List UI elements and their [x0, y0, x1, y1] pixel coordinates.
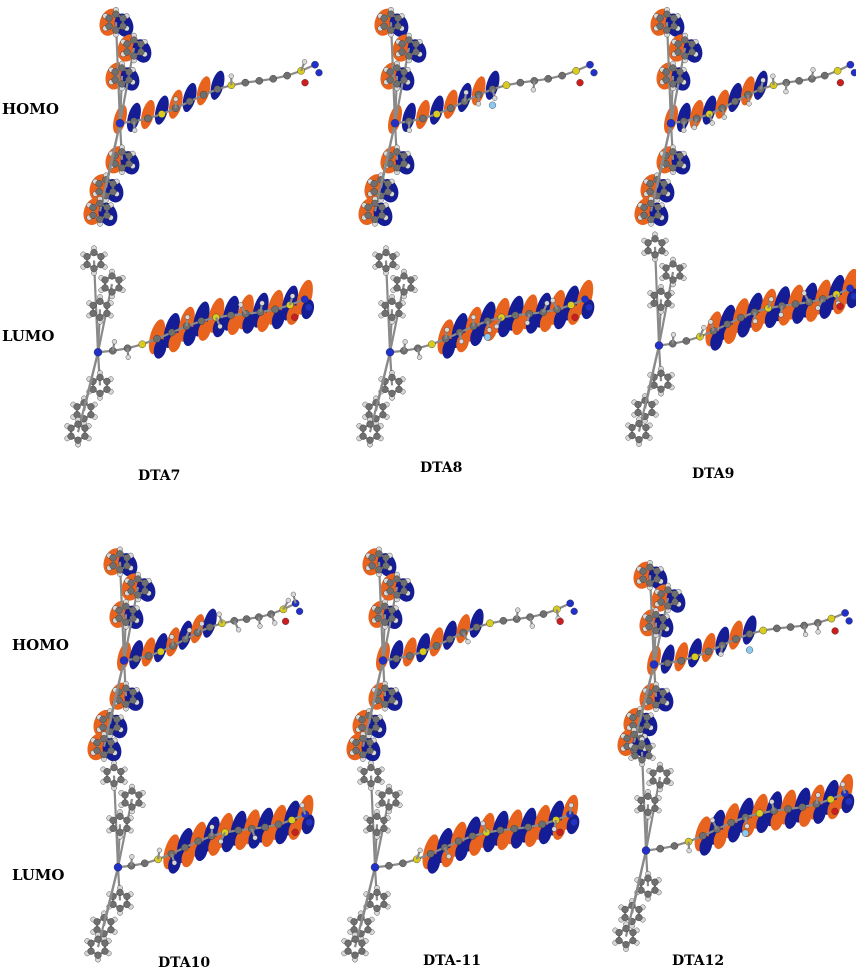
molecule-label-dta7: DTA7 — [138, 468, 180, 484]
dta11-lumo-orbital — [325, 760, 575, 955]
dta12-homo-orbital — [605, 560, 850, 750]
molecule-label-dta11: DTA-11 — [423, 953, 481, 969]
dta7-homo-orbital — [70, 5, 320, 220]
lumo-label-bottom: LUMO — [12, 866, 64, 884]
molecule-label-dta8: DTA8 — [420, 460, 462, 476]
dta7-lumo-orbital — [45, 245, 310, 440]
molecule-label-dta9: DTA9 — [692, 466, 734, 482]
homo-label-bottom: HOMO — [12, 636, 69, 654]
dta9-lumo-orbital — [610, 230, 855, 440]
dta10-homo-orbital — [80, 545, 300, 755]
dta12-lumo-orbital — [595, 735, 850, 945]
dta10-lumo-orbital — [70, 760, 310, 955]
dta8-homo-orbital — [345, 5, 595, 220]
dta8-lumo-orbital — [340, 245, 590, 440]
molecule-label-dta12: DTA12 — [672, 953, 724, 969]
homo-label-top: HOMO — [2, 100, 59, 118]
dta11-homo-orbital — [335, 545, 575, 755]
dta9-homo-orbital — [625, 5, 855, 220]
molecule-label-dta10: DTA10 — [158, 955, 210, 971]
